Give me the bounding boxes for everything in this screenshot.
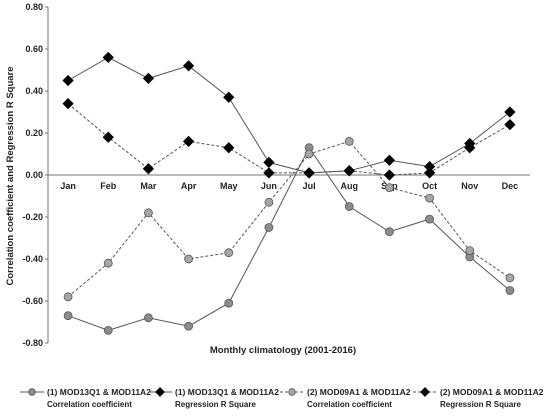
x-tick-label: May <box>220 181 238 191</box>
legend-sublabel: Regression R Square <box>175 400 256 409</box>
data-point <box>142 163 155 175</box>
data-point <box>223 142 235 154</box>
data-point <box>425 214 434 224</box>
y-tick-labels: 0.80 0.60 0.40 0.20 0.00 -0.20 -0.40 -0.60 -0.80 <box>22 2 48 348</box>
data-point <box>464 142 476 154</box>
series-line-4 <box>67 103 511 176</box>
series-lines <box>67 56 511 331</box>
legend-label: (2) MOD09A1 & MOD11A2 <box>307 387 411 397</box>
x-tick-label: Nov <box>461 181 478 191</box>
data-point <box>223 91 235 103</box>
data-point <box>102 131 114 143</box>
legend-label: (2) MOD09A1 & MOD11A2 <box>440 387 544 397</box>
x-tick-label: Mar <box>140 181 157 191</box>
chart-axes <box>47 7 530 343</box>
data-point <box>144 208 153 218</box>
data-point <box>63 311 73 321</box>
data-point <box>184 321 193 331</box>
data-point <box>263 167 275 179</box>
data-point <box>465 246 475 256</box>
x-tick-label: Apr <box>181 181 197 191</box>
series-line-2 <box>67 56 511 174</box>
data-point <box>62 74 74 87</box>
x-tick-label: Jun <box>261 181 277 191</box>
x-tick-label: Aug <box>341 181 359 191</box>
legend-sublabel: Correlation coefficient <box>307 400 392 409</box>
y-tick-label: 0.00 <box>25 170 43 180</box>
series-markers <box>62 51 516 335</box>
data-point <box>505 273 515 283</box>
data-point <box>224 248 234 258</box>
legend-item-1: (1) MOD13Q1 & MOD11A2 Correlation coeffic… <box>20 387 151 409</box>
y-tick-label: -0.80 <box>22 338 43 348</box>
data-point <box>142 72 155 85</box>
y-axis-label: Correlation coefficient and Regression R… <box>5 66 16 285</box>
data-point <box>383 154 396 166</box>
data-point <box>383 169 396 181</box>
y-tick-label: -0.60 <box>22 296 43 306</box>
data-point <box>264 223 274 232</box>
x-axis-label: Monthly climatology (2001-2016) <box>210 345 356 356</box>
data-point <box>504 106 516 118</box>
data-point <box>288 388 296 396</box>
legend-sublabel: Correlation coefficient <box>47 400 132 409</box>
legend: (1) MOD13Q1 & MOD11A2 Correlation coeffic… <box>20 387 544 409</box>
data-point <box>182 135 195 148</box>
data-point <box>144 313 153 323</box>
x-tick-label: Feb <box>100 181 117 191</box>
data-point <box>343 165 355 177</box>
data-point <box>385 183 394 193</box>
data-point <box>102 51 114 64</box>
y-tick-label: 0.20 <box>25 128 43 138</box>
legend-label: (1) MOD13Q1 & MOD11A2 <box>175 387 279 397</box>
data-point <box>224 298 234 308</box>
series-line-3 <box>67 140 511 298</box>
data-point <box>182 60 195 72</box>
data-point <box>505 286 515 295</box>
data-point <box>155 387 165 397</box>
x-tick-label: Dec <box>502 181 519 191</box>
legend-label: (1) MOD13Q1 & MOD11A2 <box>47 387 151 397</box>
x-tick-label: Oct <box>422 181 437 191</box>
data-point <box>263 156 275 169</box>
legend-item-3: (2) MOD09A1 & MOD11A2 Correlation coeffic… <box>280 387 411 409</box>
data-point <box>344 202 354 211</box>
legend-item-2: (1) MOD13Q1 & MOD11A2 Regression R Square <box>148 387 279 409</box>
data-point <box>62 97 74 110</box>
data-point <box>63 292 73 302</box>
legend-sublabel: Regression R Square <box>440 400 521 409</box>
y-tick-label: 0.40 <box>25 86 43 96</box>
y-tick-label: -0.40 <box>22 254 43 264</box>
data-point <box>385 227 394 237</box>
data-point <box>504 118 516 131</box>
y-tick-label: 0.80 <box>25 2 43 12</box>
data-point <box>28 388 36 396</box>
data-point <box>304 149 314 159</box>
legend-item-4: (2) MOD09A1 & MOD11A2 Regression R Square <box>413 387 544 409</box>
data-point <box>264 197 274 207</box>
data-point <box>344 136 354 146</box>
data-point <box>423 167 436 179</box>
x-tick-label: Jan <box>60 181 76 191</box>
data-point <box>425 193 434 203</box>
series-line-1 <box>67 146 511 331</box>
x-tick-label: Jul <box>303 181 316 191</box>
y-tick-label: 0.60 <box>25 44 43 54</box>
data-point <box>303 167 315 179</box>
data-point <box>103 258 113 268</box>
data-point <box>103 325 113 335</box>
data-point <box>420 387 430 397</box>
data-point <box>184 254 193 264</box>
y-tick-label: -0.20 <box>22 212 43 222</box>
